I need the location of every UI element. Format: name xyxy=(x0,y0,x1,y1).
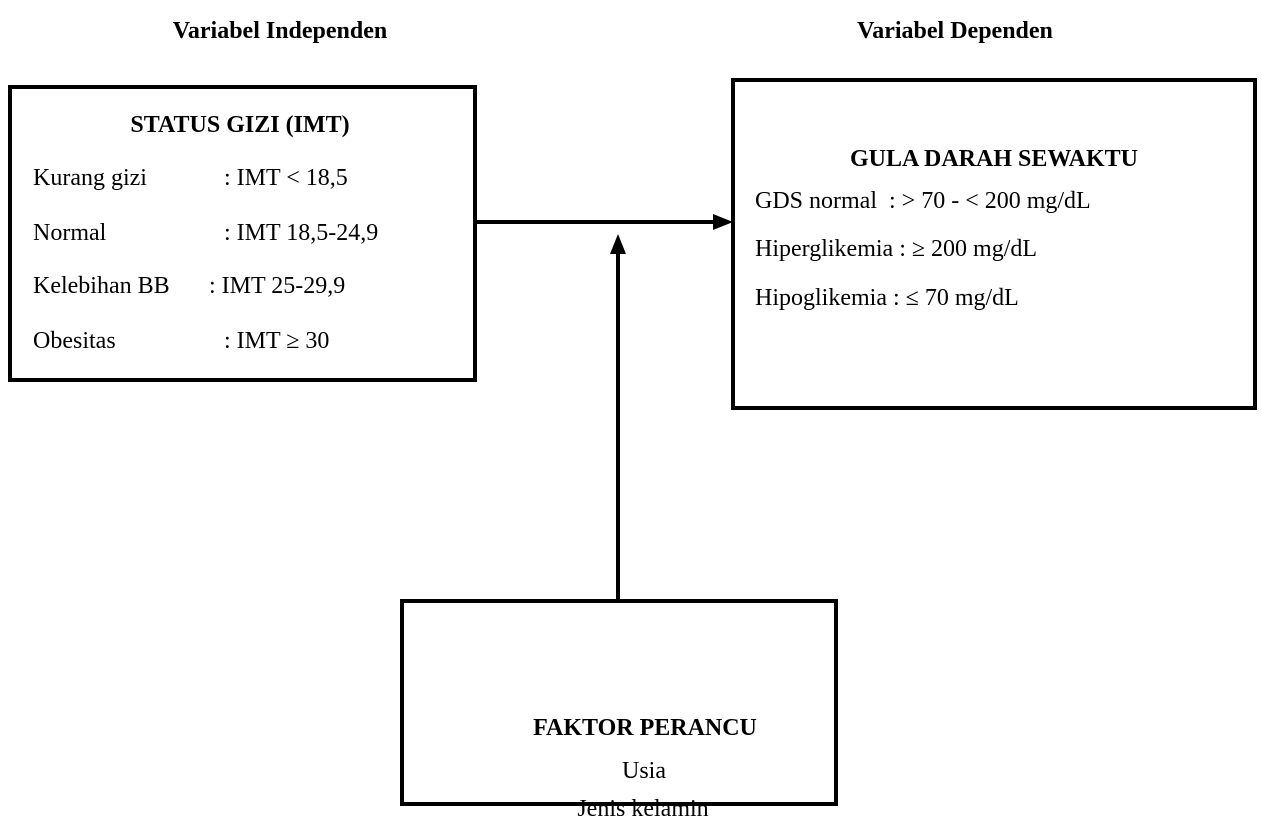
row-value: : IMT ≥ 30 xyxy=(224,328,329,354)
box xyxy=(731,78,1257,410)
row-value: : IMT 25-29,9 xyxy=(209,273,345,299)
row-label: Kelebihan BB xyxy=(33,273,170,299)
box-title: GULA DARAH SEWAKTU xyxy=(850,146,1138,172)
heading: Variabel Independen xyxy=(173,18,388,44)
box-title: FAKTOR PERANCU xyxy=(533,715,757,741)
line: Hipoglikemia : ≤ 70 mg/dL xyxy=(755,285,1019,311)
box xyxy=(400,599,838,806)
heading: Variabel Dependen xyxy=(857,18,1053,44)
arrowhead xyxy=(713,214,733,230)
row-label: Obesitas xyxy=(33,328,116,354)
row-label: Kurang gizi xyxy=(33,165,147,191)
item: Jenis kelamin xyxy=(577,796,708,821)
row-value: : IMT < 18,5 xyxy=(224,165,348,191)
line: GDS normal : > 70 - < 200 mg/dL xyxy=(755,188,1091,214)
box-title: STATUS GIZI (IMT) xyxy=(130,112,349,138)
row-label: Normal xyxy=(33,220,107,246)
arrowhead xyxy=(610,234,626,254)
box xyxy=(8,85,477,382)
line: Hiperglikemia : ≥ 200 mg/dL xyxy=(755,236,1037,262)
row-value: : IMT 18,5-24,9 xyxy=(224,220,378,246)
item: Usia xyxy=(622,758,666,784)
